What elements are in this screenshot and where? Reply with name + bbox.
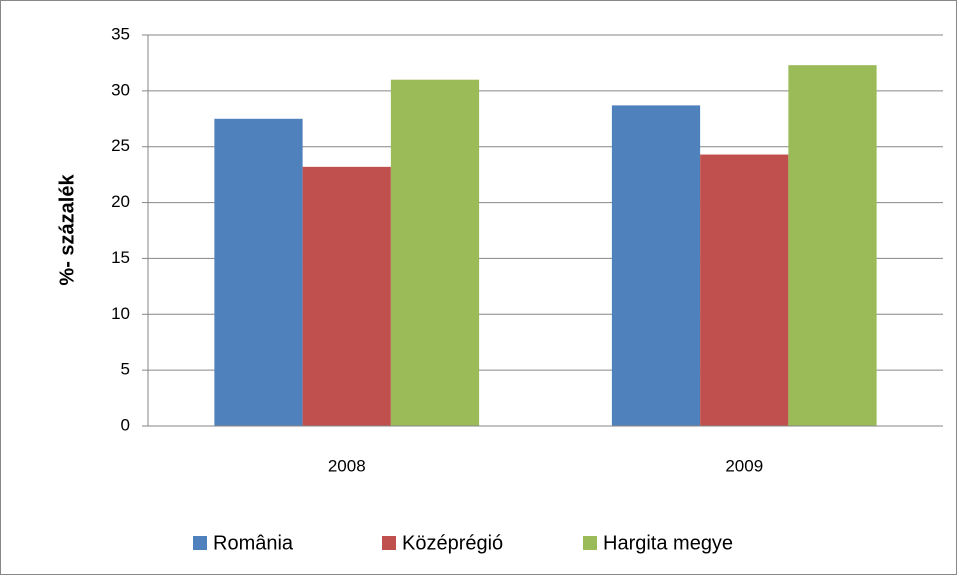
y-tick-label: 15 (111, 248, 130, 267)
y-tick-label: 5 (121, 360, 130, 379)
legend-label: Hargita megye (603, 532, 733, 554)
bar (302, 166, 391, 426)
y-tick-label: 35 (111, 24, 130, 43)
bar (390, 79, 480, 426)
y-axis-label: %- százalék (56, 174, 78, 286)
y-tick-label: 10 (111, 304, 130, 323)
y-tick-label: 25 (111, 136, 130, 155)
legend-swatch (382, 536, 396, 550)
y-tick-label: 30 (111, 80, 130, 99)
y-tick-label: 0 (121, 415, 130, 434)
legend-label: România (213, 532, 294, 554)
bar (214, 118, 303, 427)
legend-swatch (583, 536, 597, 550)
y-tick-label: 20 (111, 192, 130, 211)
bar (700, 154, 789, 426)
x-tick-label: 2008 (328, 456, 366, 475)
bar (788, 65, 877, 427)
x-tick-label: 2009 (725, 456, 763, 475)
bar (611, 105, 701, 426)
legend-swatch (193, 536, 207, 550)
legend-label: Középrégió (402, 532, 503, 554)
